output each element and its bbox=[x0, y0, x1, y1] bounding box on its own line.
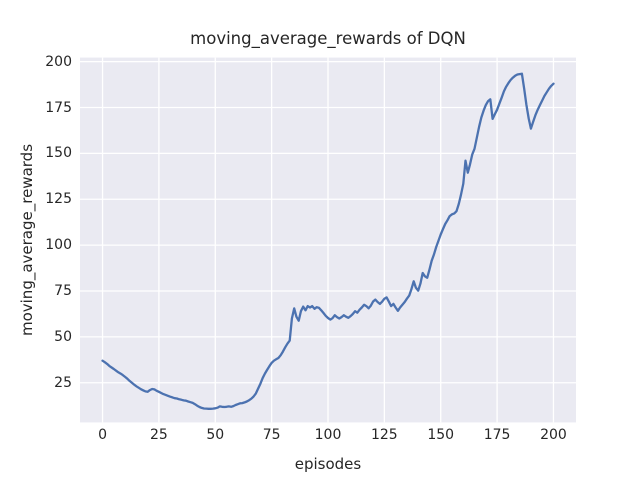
x-tick-label: 200 bbox=[540, 427, 567, 443]
reward-curve bbox=[101, 72, 555, 410]
x-tick-label: 50 bbox=[206, 427, 225, 443]
y-tick-label: 150 bbox=[45, 145, 72, 162]
x-tick-label: 0 bbox=[98, 427, 107, 443]
y-tick-label: 125 bbox=[45, 191, 72, 208]
x-tick-label: 175 bbox=[483, 427, 511, 443]
y-tick-label: 100 bbox=[45, 237, 72, 254]
x-tick-label: 75 bbox=[262, 427, 281, 443]
y-tick-label: 175 bbox=[45, 99, 72, 116]
y-tick-label: 75 bbox=[54, 283, 72, 299]
x-tick-label: 25 bbox=[149, 427, 168, 443]
y-tick-label: 50 bbox=[54, 328, 72, 345]
chart-title: moving_average_rewards of DQN bbox=[190, 29, 466, 48]
y-tick-label: 25 bbox=[54, 374, 72, 391]
y-tick-label: 200 bbox=[45, 53, 72, 70]
x-tick-label: 125 bbox=[370, 427, 398, 443]
x-axis-label: episodes bbox=[294, 455, 362, 473]
x-tick-label: 100 bbox=[314, 427, 342, 443]
x-tick-label: 150 bbox=[427, 427, 455, 443]
